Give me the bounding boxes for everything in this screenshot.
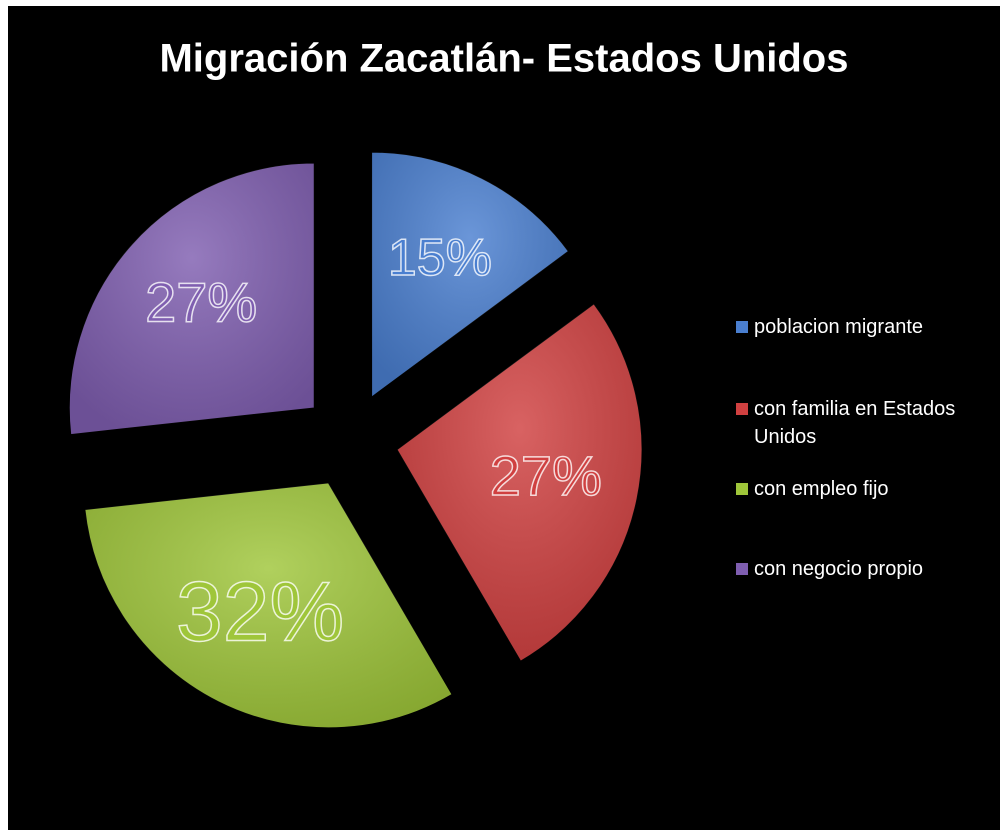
chart-title: Migración Zacatlán- Estados Unidos: [159, 37, 848, 81]
legend-swatch: [736, 483, 748, 495]
legend-item: con empleo fijo: [736, 475, 1006, 503]
legend-item: con familia en Estados Unidos: [736, 395, 1006, 451]
legend-item: poblacion migrante: [736, 313, 1006, 341]
chart-frame: Migración Zacatlán- Estados Unidos 15% 27…: [8, 6, 1000, 830]
legend-item: con negocio propio: [736, 555, 1006, 583]
legend-label: con negocio propio: [754, 558, 924, 580]
data-label: 32%: [176, 565, 344, 659]
data-label: 27%: [490, 444, 602, 507]
legend-swatch: [736, 563, 748, 575]
legend-swatch: [736, 403, 748, 415]
legend-label: con familia en Estados Unidos: [754, 398, 956, 448]
legend-label: con empleo fijo: [754, 478, 889, 500]
legend-swatch: [736, 321, 748, 333]
data-label: 15%: [388, 229, 492, 287]
legend-label: poblacion migrante: [754, 316, 923, 338]
data-label: 27%: [145, 270, 257, 333]
